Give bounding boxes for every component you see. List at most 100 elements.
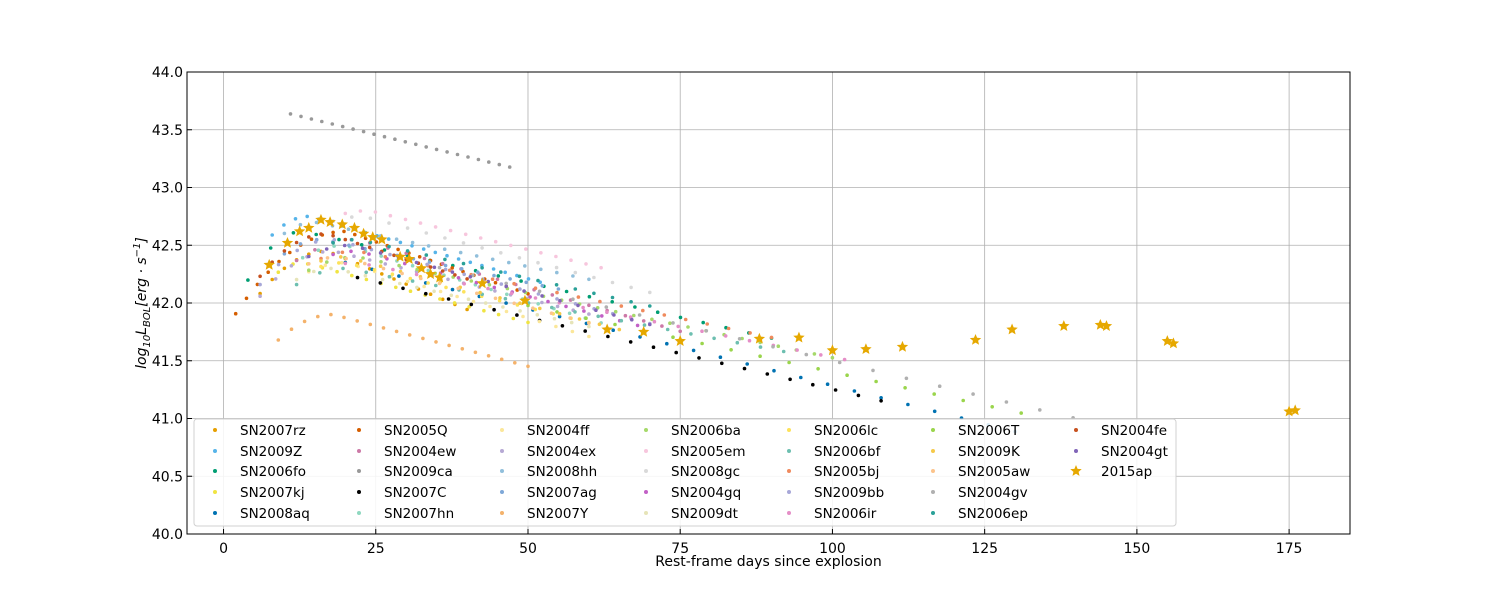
legend-label: SN2006T: [958, 423, 1020, 439]
data-point: [323, 263, 328, 268]
data-point: [473, 350, 478, 355]
data-point: [596, 314, 600, 319]
data-point: [512, 281, 516, 286]
data-point: [450, 266, 455, 270]
data-point: [445, 150, 449, 154]
data-point: [298, 242, 303, 246]
legend-label: SN2006ir: [814, 506, 877, 522]
data-point: [332, 244, 336, 248]
data-point: [289, 327, 294, 332]
data-point: [705, 322, 709, 326]
data-point: [662, 313, 667, 317]
data-point: [415, 285, 419, 290]
legend-marker: [500, 511, 504, 515]
data-point: [341, 266, 345, 271]
data-point: [469, 302, 474, 307]
data-point: [812, 352, 817, 356]
data-point: [726, 326, 731, 331]
data-point: [446, 277, 450, 282]
legend-marker: [357, 428, 361, 432]
data-point: [387, 274, 392, 279]
data-point: [309, 237, 314, 241]
data-point: [795, 348, 799, 352]
data-point: [383, 254, 388, 259]
legend-label: SN2004gq: [671, 485, 741, 501]
data-point: [410, 240, 415, 245]
data-point: [498, 296, 502, 300]
data-point: [392, 277, 396, 281]
data-point: [650, 317, 654, 322]
legend-entry: SN2007rz: [213, 423, 306, 439]
legend-marker: [1070, 465, 1082, 476]
data-point: [433, 250, 438, 255]
data-point: [903, 386, 907, 390]
data-point: [294, 240, 299, 245]
data-point: [704, 329, 709, 333]
data-point: [524, 247, 528, 251]
data-point: [400, 271, 404, 276]
data-point: [410, 279, 415, 283]
data-point: [629, 285, 633, 290]
legend-label: SN2004gv: [958, 485, 1028, 501]
data-point: [536, 302, 540, 306]
data-point: [486, 354, 491, 358]
data-point: [486, 279, 491, 284]
data-point: [587, 334, 591, 339]
data-point: [233, 311, 238, 316]
y-label-mid: L: [134, 327, 150, 335]
data-point: [536, 278, 540, 283]
series-SN2009ca: [288, 112, 512, 169]
data-point: [270, 233, 275, 237]
legend-entry: SN2005aw: [931, 464, 1030, 480]
data-point: [499, 270, 503, 274]
data-point: [852, 389, 857, 393]
data-point: [523, 264, 527, 268]
data-point: [426, 268, 431, 273]
data-point: [344, 256, 348, 261]
data-point: [505, 292, 509, 297]
data-point: [419, 276, 423, 281]
legend-entry: SN2009ca: [357, 464, 453, 480]
series-SN2007C: [355, 275, 883, 403]
data-point: [554, 324, 558, 329]
data-point: [597, 322, 602, 327]
data-point: [396, 247, 400, 252]
data-point: [552, 316, 557, 321]
data-point: [533, 296, 538, 300]
data-point: [787, 360, 791, 365]
data-point: [573, 287, 578, 291]
data-point: [833, 388, 838, 392]
data-point: [668, 321, 672, 326]
series-SN2006T: [526, 303, 1023, 415]
data-point: [642, 323, 647, 327]
data-point: [320, 250, 325, 254]
data-point: [469, 279, 474, 283]
star-point: [1094, 318, 1107, 330]
data-point: [531, 306, 535, 311]
series-SN2006ir: [343, 261, 847, 362]
data-point: [381, 266, 386, 271]
legend-entry: SN2006ba: [644, 423, 741, 439]
data-point: [990, 405, 994, 409]
data-point: [598, 299, 602, 304]
legend-label: SN2008gc: [671, 464, 740, 480]
data-point: [394, 237, 399, 241]
data-point: [329, 266, 333, 271]
data-point: [592, 275, 596, 280]
star-point: [281, 236, 294, 248]
data-point: [501, 305, 505, 309]
data-point: [550, 293, 555, 297]
data-point: [674, 350, 678, 355]
data-point: [735, 340, 740, 345]
data-point: [398, 240, 403, 245]
data-point: [459, 267, 464, 271]
data-point: [462, 272, 467, 277]
data-point: [391, 267, 395, 272]
data-point: [932, 409, 937, 414]
data-point: [581, 305, 585, 310]
legend-entry: SN2005em: [644, 444, 745, 460]
data-point: [499, 251, 503, 255]
data-point: [244, 296, 249, 301]
data-point: [447, 343, 451, 348]
